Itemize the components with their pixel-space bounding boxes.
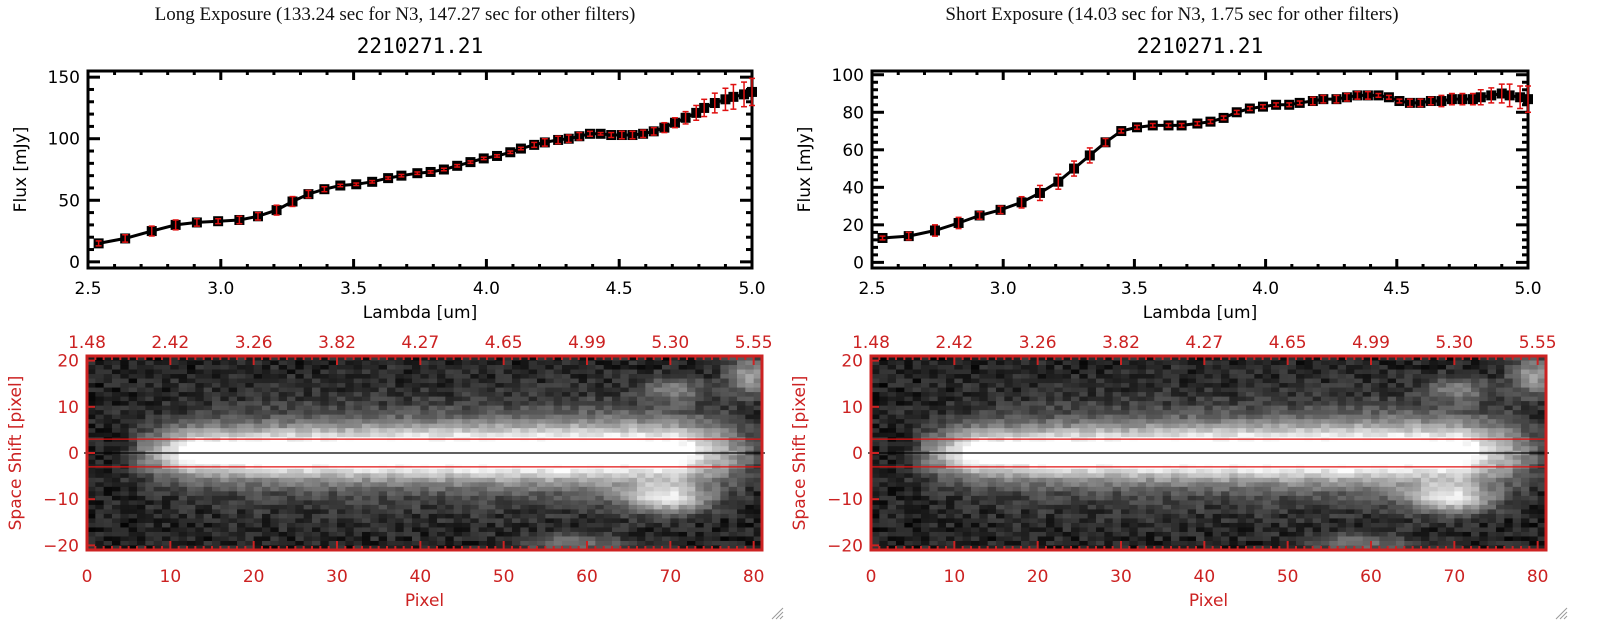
x-tick-label: 70 xyxy=(1444,567,1466,587)
x-tick-label: 2.5 xyxy=(74,279,101,299)
top-axis-wavelength-label: 4.99 xyxy=(1352,333,1390,353)
flux-plot-long xyxy=(86,69,757,270)
x-axis-label: Lambda [um] xyxy=(363,303,477,323)
x-tick-label: 3.5 xyxy=(340,279,367,299)
x-axis-label: Pixel xyxy=(405,591,444,611)
top-axis-wavelength-label: 5.55 xyxy=(735,333,773,353)
resize-grip-icon[interactable] xyxy=(770,606,784,620)
x-tick-label: 30 xyxy=(1110,567,1132,587)
y-tick-label: 60 xyxy=(842,141,864,161)
x-tick-label: 4.0 xyxy=(1252,279,1279,299)
y-axis-label: Flux [mJy] xyxy=(795,127,815,213)
y-tick-label: 0 xyxy=(852,444,863,464)
top-axis-wavelength-label: 5.30 xyxy=(1435,333,1473,353)
y-tick-label: 80 xyxy=(842,103,864,123)
x-tick-label: 5.0 xyxy=(738,279,765,299)
x-tick-label: 4.5 xyxy=(1383,279,1410,299)
x-tick-label: 40 xyxy=(1194,567,1216,587)
x-tick-label: 10 xyxy=(944,567,966,587)
x-tick-label: 4.0 xyxy=(473,279,500,299)
top-axis-wavelength-label: 1.48 xyxy=(852,333,890,353)
y-tick-label: −10 xyxy=(43,490,79,510)
y-axis-label: Space Shift [pixel] xyxy=(790,376,810,531)
x-tick-label: 2.5 xyxy=(858,279,885,299)
spectral-image-panel xyxy=(868,354,1549,552)
top-axis-wavelength-label: 5.30 xyxy=(651,333,689,353)
top-axis-wavelength-label: 4.99 xyxy=(568,333,606,353)
x-tick-label: 80 xyxy=(743,567,765,587)
spectral-image-panel xyxy=(84,354,765,552)
y-tick-label: 20 xyxy=(841,352,863,372)
top-axis-wavelength-label: 3.26 xyxy=(235,333,273,353)
y-axis-label: Space Shift [pixel] xyxy=(6,376,26,531)
y-tick-label: 0 xyxy=(68,444,79,464)
y-tick-label: 150 xyxy=(48,68,80,88)
y-axis-label: Flux [mJy] xyxy=(11,127,31,213)
y-tick-label: 50 xyxy=(58,191,80,211)
plot-frame xyxy=(870,69,1530,270)
y-tick-label: 20 xyxy=(842,216,864,236)
top-axis-wavelength-label: 4.27 xyxy=(1185,333,1223,353)
x-tick-label: 60 xyxy=(1360,567,1382,587)
y-tick-label: 0 xyxy=(853,253,864,273)
top-axis-wavelength-label: 2.42 xyxy=(151,333,189,353)
x-tick-label: 70 xyxy=(660,567,682,587)
y-tick-label: 10 xyxy=(57,398,79,418)
plot-frame xyxy=(86,69,754,270)
x-tick-label: 50 xyxy=(493,567,515,587)
right-panel-heading: Short Exposure (14.03 sec for N3, 1.75 s… xyxy=(945,4,1399,25)
y-tick-label: −20 xyxy=(827,536,863,556)
x-tick-label: 50 xyxy=(1277,567,1299,587)
x-tick-label: 80 xyxy=(1527,567,1549,587)
x-tick-label: 0 xyxy=(82,567,93,587)
x-axis-label: Pixel xyxy=(1189,591,1228,611)
spectral-image xyxy=(871,356,1547,551)
x-tick-label: 3.5 xyxy=(1121,279,1148,299)
x-tick-label: 60 xyxy=(576,567,598,587)
x-tick-label: 3.0 xyxy=(990,279,1017,299)
y-tick-label: 20 xyxy=(57,352,79,372)
top-axis-wavelength-label: 4.65 xyxy=(485,333,523,353)
y-tick-label: −20 xyxy=(43,536,79,556)
top-axis-wavelength-label: 3.82 xyxy=(318,333,356,353)
top-axis-wavelength-label: 4.27 xyxy=(401,333,439,353)
right-plot-title: 2210271.21 xyxy=(1136,34,1264,58)
x-tick-label: 5.0 xyxy=(1514,279,1541,299)
y-tick-label: −10 xyxy=(827,490,863,510)
x-tick-label: 40 xyxy=(410,567,432,587)
y-tick-label: 0 xyxy=(69,253,80,273)
top-axis-wavelength-label: 2.42 xyxy=(935,333,973,353)
x-tick-label: 10 xyxy=(160,567,182,587)
x-tick-label: 3.0 xyxy=(207,279,234,299)
x-tick-label: 0 xyxy=(866,567,877,587)
y-tick-label: 10 xyxy=(841,398,863,418)
flux-plot-short xyxy=(870,69,1533,270)
y-tick-label: 100 xyxy=(48,130,80,150)
x-tick-label: 20 xyxy=(1027,567,1049,587)
left-panel-heading: Long Exposure (133.24 sec for N3, 147.27… xyxy=(154,4,636,25)
x-axis-label: Lambda [um] xyxy=(1143,303,1257,323)
top-axis-wavelength-label: 1.48 xyxy=(68,333,106,353)
y-tick-label: 100 xyxy=(832,66,864,86)
x-tick-label: 30 xyxy=(326,567,348,587)
top-axis-wavelength-label: 5.55 xyxy=(1519,333,1557,353)
y-tick-label: 40 xyxy=(842,178,864,198)
top-axis-wavelength-label: 3.82 xyxy=(1102,333,1140,353)
top-axis-wavelength-label: 4.65 xyxy=(1269,333,1307,353)
x-tick-label: 4.5 xyxy=(606,279,633,299)
top-axis-wavelength-label: 3.26 xyxy=(1019,333,1057,353)
resize-grip-icon[interactable] xyxy=(1554,606,1568,620)
left-plot-title: 2210271.21 xyxy=(356,34,484,58)
x-tick-label: 20 xyxy=(243,567,265,587)
